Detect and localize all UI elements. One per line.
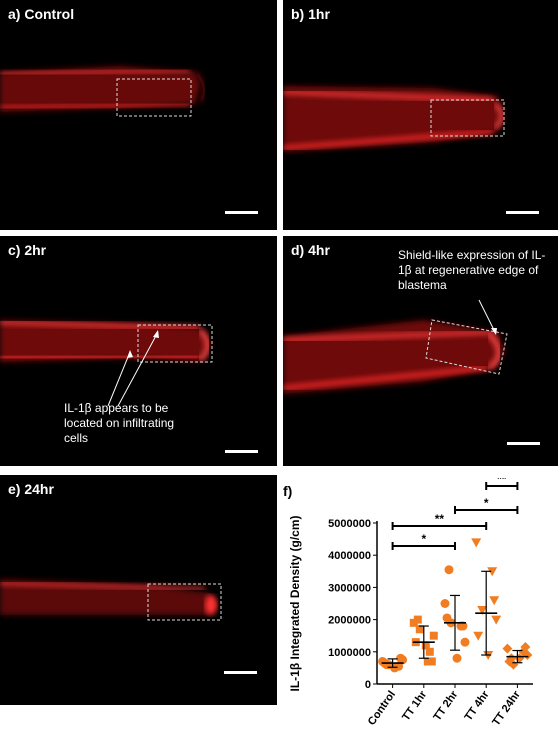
data-point — [477, 605, 488, 615]
significance-label: * — [484, 496, 489, 510]
roi-box — [147, 583, 222, 621]
y-tick-label: 1000000 — [328, 647, 371, 659]
data-point — [429, 631, 438, 640]
data-point — [444, 565, 454, 575]
y-tick-label: 5000000 — [328, 518, 371, 530]
data-point — [421, 641, 430, 650]
x-tick-label: TT 1hr — [400, 688, 430, 723]
chart-f-il1b-density: f) IL-1β Integrated Density (g/cm) 0 100000… — [283, 478, 533, 728]
panel-c-2hr: c) 2hr IL-1β appears to be located on in… — [0, 236, 277, 466]
micrograph-b — [283, 86, 539, 214]
panel-label: c) 2hr — [8, 242, 47, 258]
data-point — [520, 641, 531, 652]
data-point — [458, 621, 468, 631]
data-point — [423, 657, 432, 666]
annotation-infiltrating-cells: IL-1β appears to be located on infiltrat… — [64, 401, 175, 445]
data-point — [440, 599, 450, 608]
scale-bar — [224, 671, 257, 674]
data-point — [473, 631, 484, 641]
data-point — [491, 615, 502, 625]
panel-label: e) 24hr — [8, 481, 54, 497]
annotation-arrow — [107, 351, 131, 407]
x-tick-label: TT 24hr — [490, 688, 523, 728]
roi-box — [425, 319, 508, 375]
data-point — [460, 637, 470, 647]
panel-label: a) Control — [8, 6, 75, 22]
roi-box — [116, 78, 192, 117]
panel-label: b) 1hr — [291, 6, 330, 22]
data-point — [390, 663, 400, 673]
y-axis-label: IL-1β Integrated Density (g/cm) — [288, 515, 302, 691]
significance-label: * — [421, 532, 426, 546]
data-point — [409, 618, 418, 627]
y-tick-label: 2000000 — [328, 615, 371, 627]
significance-label: ** — [435, 512, 445, 526]
panel-label-f: f) — [283, 483, 292, 499]
data-point — [415, 625, 424, 634]
scale-bar — [225, 211, 258, 214]
panel-d-4hr: d) 4hr Shield-like expression of IL-1β a… — [283, 236, 558, 466]
significance-label: ** — [497, 478, 507, 486]
x-tick-label: TT 4hr — [463, 688, 493, 723]
data-point — [506, 653, 517, 664]
data-point — [487, 567, 498, 577]
panel-e-24hr: e) 24hr — [0, 475, 277, 705]
y-tick-label: 4000000 — [328, 550, 371, 562]
panel-a-control: a) Control — [0, 0, 277, 230]
data-point — [442, 613, 452, 623]
data-point — [518, 646, 529, 657]
annotation-shield-expression: Shield-like expression of IL-1β at regen… — [398, 248, 546, 292]
data-point — [413, 615, 422, 624]
scale-bar — [506, 211, 539, 214]
data-point — [471, 538, 482, 548]
data-point — [452, 653, 462, 663]
data-point — [396, 653, 406, 663]
micrograph-a — [0, 66, 258, 214]
annotation-arrow — [117, 331, 159, 407]
data-point — [522, 650, 533, 661]
micrograph-d — [283, 299, 540, 445]
annotation-arrow — [478, 299, 496, 333]
scale-bar — [507, 442, 540, 445]
x-tick-label: Control — [366, 689, 398, 728]
data-point — [502, 643, 513, 654]
panel-label: d) 4hr — [291, 242, 330, 258]
data-point — [425, 647, 434, 656]
y-tick-label: 3000000 — [328, 582, 371, 594]
y-tick-label: 0 — [365, 679, 371, 691]
micrograph-c — [0, 320, 258, 453]
scale-bar — [225, 450, 258, 453]
panel-b-1hr: b) 1hr — [283, 0, 558, 230]
x-tick-label: TT 2hr — [431, 688, 461, 723]
data-point — [504, 656, 515, 667]
roi-box — [137, 324, 213, 363]
micrograph-e — [0, 579, 257, 674]
data-point — [489, 596, 500, 606]
roi-box — [430, 99, 505, 137]
